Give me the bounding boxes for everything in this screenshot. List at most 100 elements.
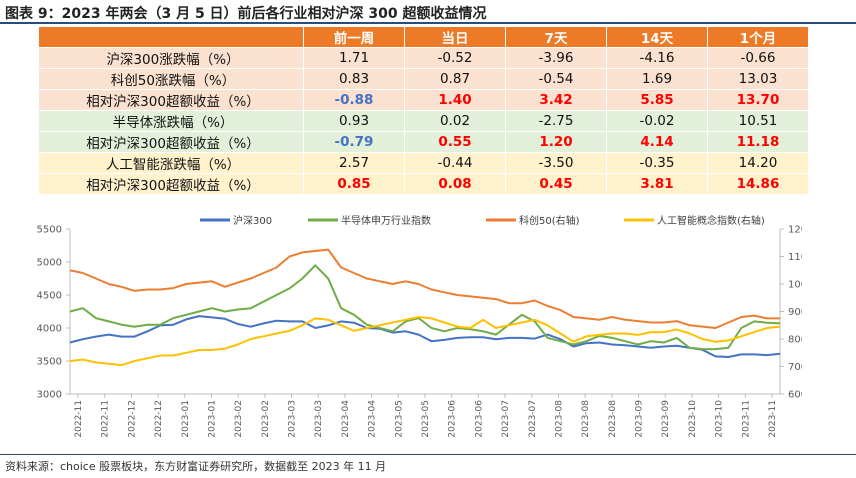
legend-label: 人工智能概念指数(右轴) — [657, 214, 765, 227]
right-tick-label: 700 — [788, 362, 802, 373]
table-cell: 0.02 — [404, 110, 506, 132]
table-cell: -0.02 — [606, 110, 708, 132]
table-cell: -0.66 — [707, 47, 809, 69]
table-row: 人工智能涨跌幅（%） 2.57 -0.44 -3.50 -0.35 14.20 — [38, 152, 809, 174]
title-rule — [0, 22, 856, 24]
x-tick-label: 2023-02 — [261, 400, 271, 438]
row-label: 科创50涨跌幅（%） — [38, 68, 304, 90]
table-cell: 14.86 — [707, 173, 809, 195]
right-tick-label: 1000 — [788, 280, 802, 291]
table-cell: 1.71 — [303, 47, 405, 69]
chart-lines — [69, 248, 781, 367]
legend-label: 半导体申万行业指数 — [341, 214, 431, 227]
row-label: 沪深300涨跌幅（%） — [38, 47, 304, 69]
x-tick-label: 2023-03 — [314, 400, 324, 438]
x-tick-label: 2023-01 — [207, 400, 217, 438]
series-line — [69, 315, 781, 358]
right-tick-label: 800 — [788, 335, 802, 346]
row-label: 相对沪深300超额收益（%） — [38, 89, 304, 111]
table-header-row: 前一周 当日 7天 14天 1个月 — [38, 26, 809, 48]
chart-legend: 沪深300 半导体申万行业指数 科创50(右轴) 人工智能概念指数(右轴) — [200, 214, 765, 227]
x-tick-label: 2023-08 — [554, 400, 564, 438]
x-tick-label: 2022-12 — [127, 400, 137, 438]
source-note: 资料来源：choice 股票板块，东方财富证券研究所，数据截至 2023 年 1… — [5, 460, 387, 473]
table-row: 半导体涨跌幅（%） 0.93 0.02 -2.75 -0.02 10.51 — [38, 110, 809, 132]
x-tick-label: 2023-03 — [288, 400, 298, 438]
column-header: 当日 — [404, 26, 506, 48]
table-cell: 0.08 — [404, 173, 506, 195]
x-tick-label: 2023-09 — [635, 400, 645, 438]
right-tick-label: 900 — [788, 307, 802, 318]
table-cell: -0.35 — [606, 152, 708, 174]
left-tick-label: 3000 — [37, 390, 62, 401]
table-cell: -2.75 — [505, 110, 607, 132]
bottom-rule — [0, 454, 856, 455]
table-row: 沪深300涨跌幅（%） 1.71 -0.52 -3.96 -4.16 -0.66 — [38, 47, 809, 69]
legend-label: 沪深300 — [233, 214, 272, 227]
table-cell: 14.20 — [707, 152, 809, 174]
x-tick-label: 2023-01 — [181, 400, 191, 438]
table-cell: 0.85 — [303, 173, 405, 195]
row-label: 半导体涨跌幅（%） — [38, 110, 304, 132]
table-cell: -3.50 — [505, 152, 607, 174]
right-tick-label: 600 — [788, 390, 802, 401]
table-cell: -0.88 — [303, 89, 405, 111]
table-cell: 0.83 — [303, 68, 405, 90]
line-chart: 3000 3500 4000 4500 5000 5500 600 700 800 900 1000… — [37, 214, 802, 438]
table-row: 相对沪深300超额收益（%） -0.88 1.40 3.42 5.85 13.70 — [38, 89, 809, 111]
left-tick-label: 3500 — [37, 357, 62, 368]
x-tick-label: 2023-10 — [688, 400, 698, 438]
table-cell: -0.79 — [303, 131, 405, 153]
x-tick-label: 2023-02 — [234, 400, 244, 438]
row-label: 人工智能涨跌幅（%） — [38, 152, 304, 174]
table-cell: 3.42 — [505, 89, 607, 111]
x-tick-label: 2023-11 — [768, 400, 778, 438]
table-cell: 4.14 — [606, 131, 708, 153]
table-cell: 2.57 — [303, 152, 405, 174]
series-line — [69, 264, 781, 351]
table-cell: 0.55 — [404, 131, 506, 153]
right-tick-label: 1100 — [788, 252, 802, 263]
table-cell: -0.52 — [404, 47, 506, 69]
table-row: 相对沪深300超额收益（%） 0.85 0.08 0.45 3.81 14.86 — [38, 173, 809, 195]
table-cell: 13.70 — [707, 89, 809, 111]
column-header: 1个月 — [707, 26, 809, 48]
x-tick-label: 2022-12 — [154, 400, 164, 438]
column-header: 前一周 — [303, 26, 405, 48]
x-tick-label: 2023-06 — [448, 400, 458, 438]
table-cell: 0.45 — [505, 173, 607, 195]
table-cell: 10.51 — [707, 110, 809, 132]
table-cell: 5.85 — [606, 89, 708, 111]
x-tick-label: 2023-05 — [421, 400, 431, 438]
x-tick-label: 2023-09 — [661, 400, 671, 438]
performance-table: 前一周 当日 7天 14天 1个月 沪深300涨跌幅（%） 1.71 -0.52 -3… — [38, 26, 809, 195]
row-label: 相对沪深300超额收益（%） — [38, 173, 304, 195]
figure-title: 图表 9：2023 年两会（3 月 5 日）前后各行业相对沪深 300 超额收益… — [5, 6, 487, 22]
left-tick-label: 4000 — [37, 324, 62, 335]
x-tick-label: 2023-05 — [394, 400, 404, 438]
table-cell: -0.54 — [505, 68, 607, 90]
table-cell: 1.20 — [505, 131, 607, 153]
table-cell: 3.81 — [606, 173, 708, 195]
table-cell: 1.69 — [606, 68, 708, 90]
table-row: 相对沪深300超额收益（%） -0.79 0.55 1.20 4.14 11.18 — [38, 131, 809, 153]
column-header: 14天 — [606, 26, 708, 48]
x-tick-label: 2023-08 — [581, 400, 591, 438]
x-tick-label: 2023-07 — [501, 400, 511, 438]
x-tick-label: 2023-11 — [741, 400, 751, 438]
x-tick-label: 2023-07 — [528, 400, 538, 438]
table-cell: 0.87 — [404, 68, 506, 90]
x-tick-label: 2023-04 — [341, 400, 351, 438]
chart-axes: 3000 3500 4000 4500 5000 5500 600 700 800 900 1000… — [37, 225, 802, 438]
table-cell: 13.03 — [707, 68, 809, 90]
series-line — [69, 248, 780, 329]
left-tick-label: 5500 — [37, 225, 62, 236]
table-cell: -3.96 — [505, 47, 607, 69]
x-tick-label: 2022-11 — [74, 400, 84, 438]
left-tick-label: 4500 — [37, 291, 62, 302]
x-tick-label: 2023-10 — [715, 400, 725, 438]
left-tick-label: 5000 — [37, 258, 62, 269]
series-line — [69, 316, 781, 367]
legend-label: 科创50(右轴) — [519, 214, 580, 227]
table-cell: 0.93 — [303, 110, 405, 132]
